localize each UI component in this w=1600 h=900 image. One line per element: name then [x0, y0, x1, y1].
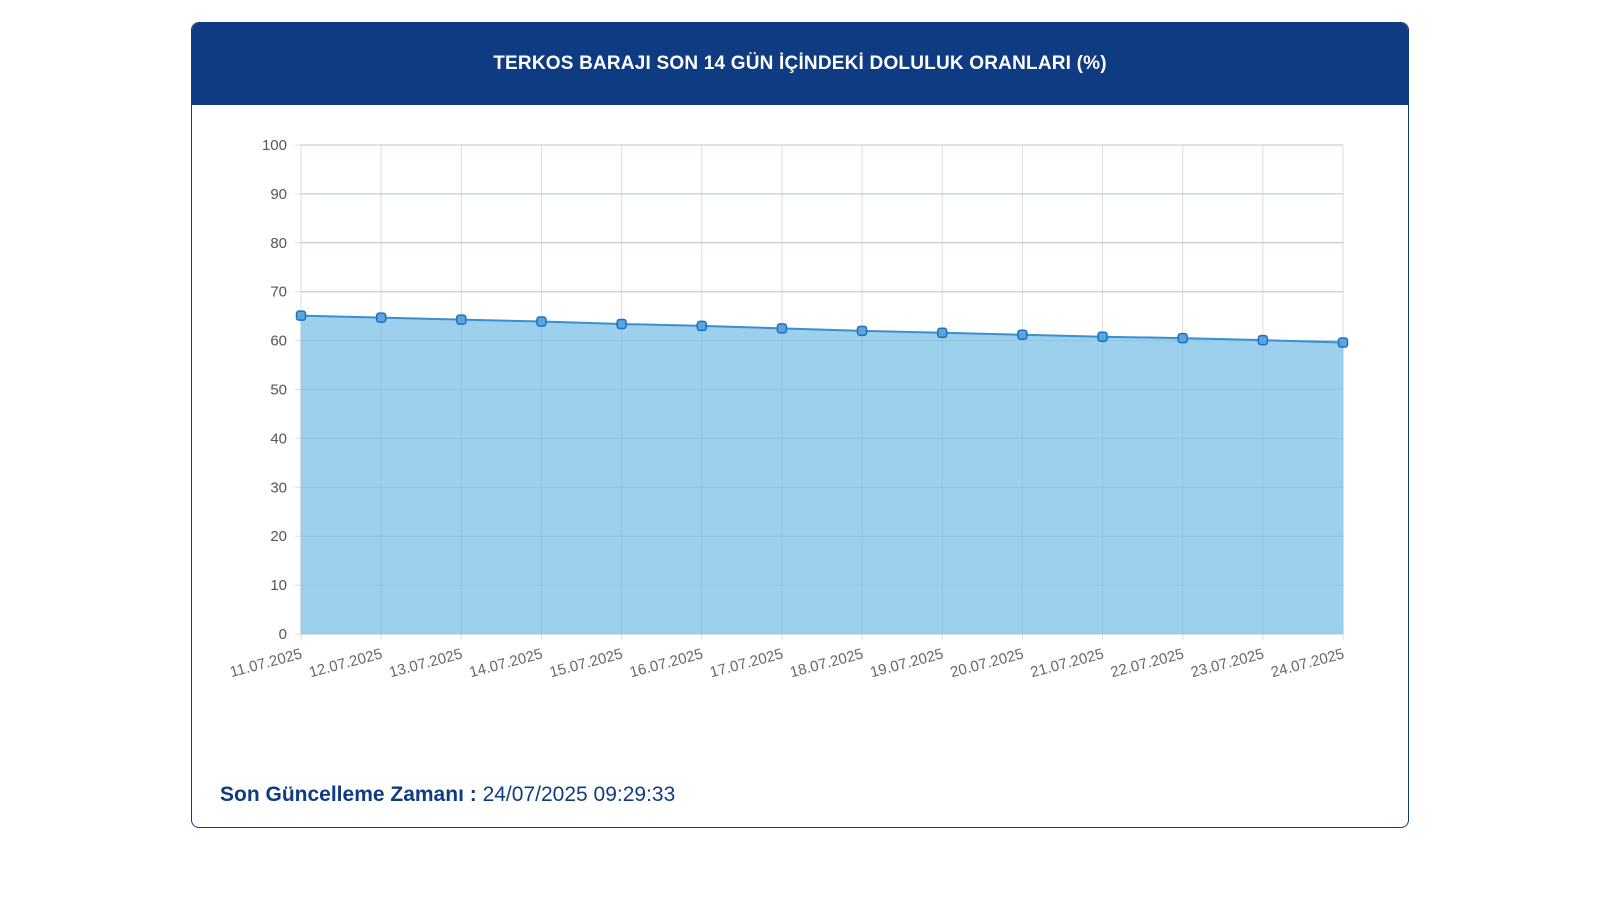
x-tick-label: 12.07.2025 — [307, 645, 384, 681]
last-update-value: 24/07/2025 09:29:33 — [482, 783, 676, 806]
x-tick-label: 15.07.2025 — [548, 645, 625, 681]
data-point — [936, 327, 948, 339]
x-tick-label: 22.07.2025 — [1109, 645, 1186, 681]
last-update: Son Güncelleme Zamanı : 24/07/2025 09:29… — [220, 783, 675, 807]
last-update-label: Son Güncelleme Zamanı : — [220, 783, 477, 806]
x-tick-label: 18.07.2025 — [788, 645, 865, 681]
card-header: TERKOS BARAJI SON 14 GÜN İÇİNDEKİ DOLULU… — [192, 23, 1408, 105]
area-fill — [301, 315, 1343, 634]
chart-svg: 0 10 20 30 40 50 60 70 80 90 100 11.07.2025 12.07.20… — [228, 137, 1349, 681]
y-tick-label: 40 — [270, 430, 287, 447]
data-point — [1177, 332, 1188, 344]
x-tick-label: 17.07.2025 — [708, 645, 785, 681]
x-tick-label: 23.07.2025 — [1189, 645, 1266, 681]
y-tick-label: 100 — [262, 137, 287, 154]
y-tick-label: 60 — [270, 333, 287, 350]
data-point — [295, 310, 307, 321]
data-point — [776, 323, 788, 334]
x-tick-label: 14.07.2025 — [468, 645, 545, 681]
y-tick-label: 70 — [270, 284, 287, 301]
x-tick-label: 21.07.2025 — [1029, 645, 1106, 681]
x-tick-label: 20.07.2025 — [949, 645, 1026, 681]
series-line — [300, 314, 1344, 344]
x-tick-label: 13.07.2025 — [387, 645, 464, 681]
x-tick-label: 19.07.2025 — [868, 645, 945, 681]
y-tick-label: 50 — [270, 382, 287, 399]
data-point — [616, 318, 627, 330]
x-tick-label: 24.07.2025 — [1269, 645, 1346, 681]
chart-title: TERKOS BARAJI SON 14 GÜN İÇİNDEKİ DOLULU… — [493, 53, 1107, 74]
y-tick-label: 10 — [270, 577, 287, 594]
data-point — [536, 316, 547, 327]
data-point — [696, 320, 708, 332]
y-tick-label: 0 — [279, 626, 287, 643]
data-point — [1257, 334, 1269, 346]
data-point — [375, 312, 387, 323]
data-point — [856, 325, 868, 337]
y-tick-label: 80 — [270, 235, 287, 252]
data-point — [1337, 337, 1349, 348]
chart-card: TERKOS BARAJI SON 14 GÜN İÇİNDEKİ DOLULU… — [191, 22, 1409, 828]
y-tick-label: 90 — [270, 186, 287, 203]
x-tick-label: 11.07.2025 — [228, 645, 304, 681]
y-tick-label: 20 — [270, 528, 287, 545]
y-tick-label: 30 — [270, 479, 287, 496]
data-point — [1017, 329, 1028, 340]
data-point — [456, 314, 467, 325]
x-tick-label: 16.07.2025 — [628, 645, 705, 681]
data-point — [1097, 331, 1108, 342]
